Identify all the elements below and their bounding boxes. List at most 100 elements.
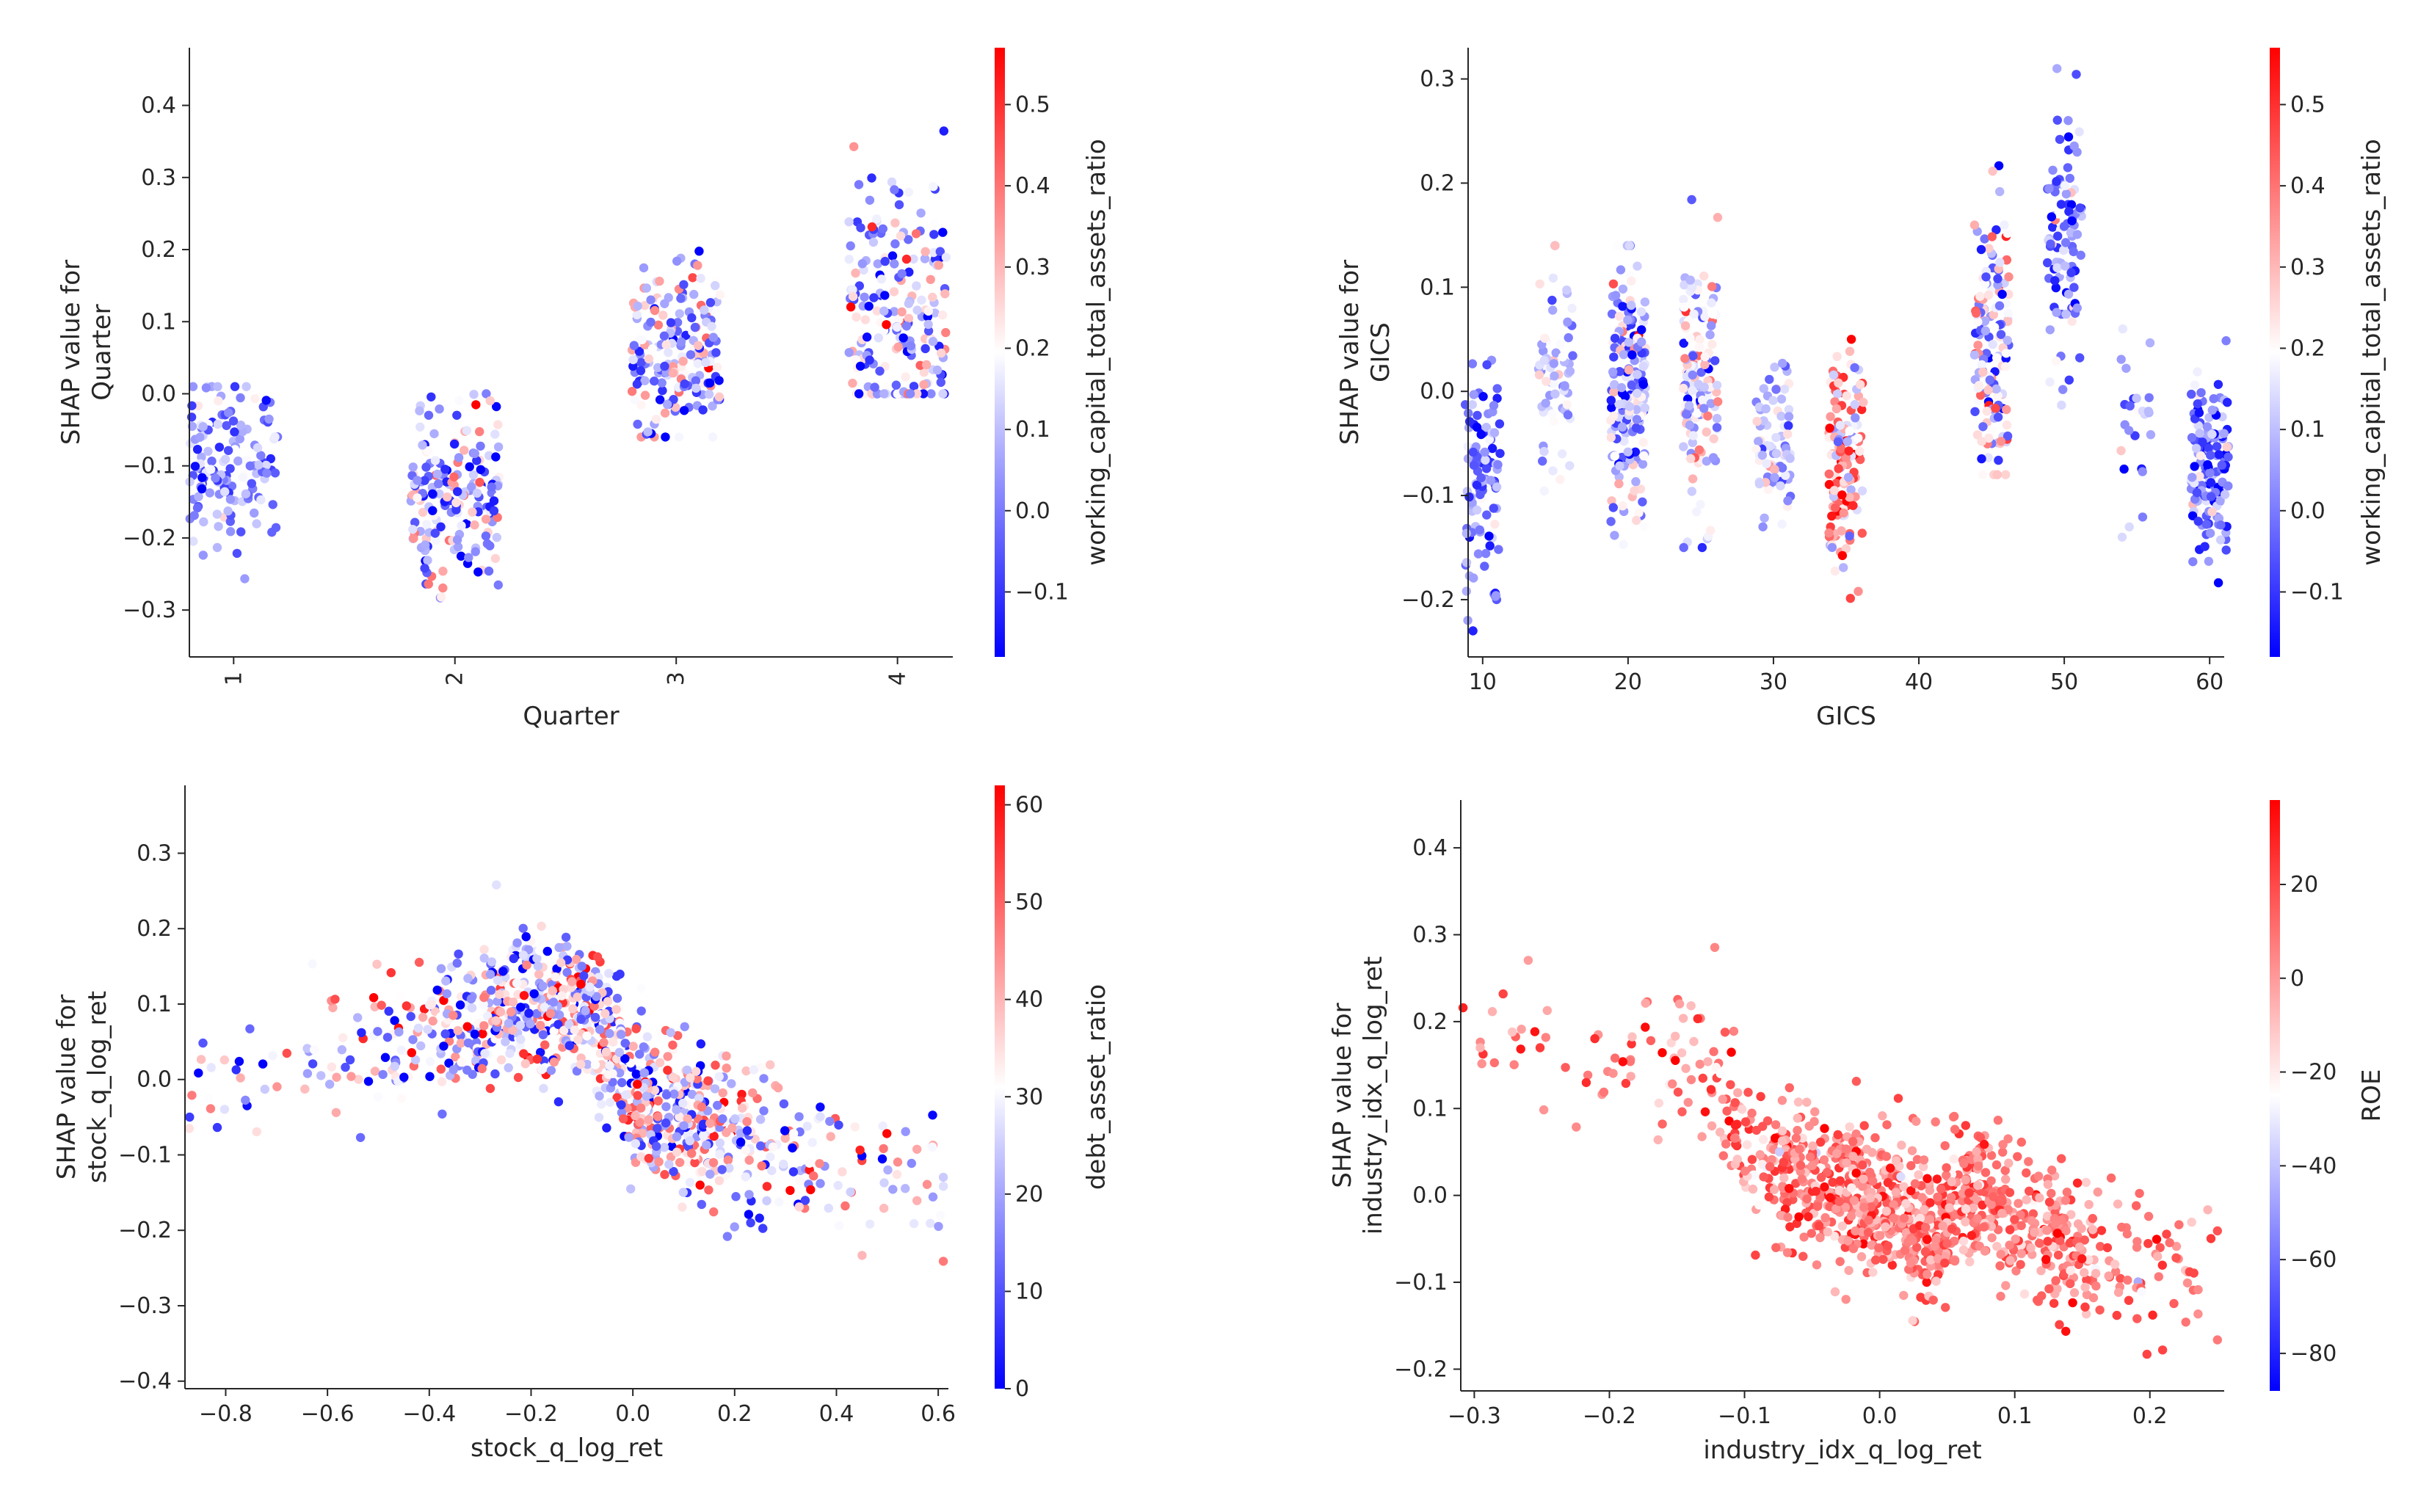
data-point xyxy=(198,1038,208,1048)
data-point xyxy=(2204,412,2214,422)
data-point xyxy=(668,1072,678,1082)
data-point xyxy=(658,310,668,320)
colorbar-label: ROE xyxy=(2357,1069,2386,1122)
data-point xyxy=(384,1006,393,1016)
data-point xyxy=(611,971,622,981)
data-point xyxy=(1933,1192,1942,1202)
data-point xyxy=(212,1122,222,1133)
data-point xyxy=(1702,457,1712,466)
data-point xyxy=(1830,397,1840,407)
data-point xyxy=(806,1185,816,1195)
data-point xyxy=(876,275,887,284)
data-point xyxy=(1868,1268,1878,1277)
data-point xyxy=(650,377,659,386)
data-point xyxy=(1824,528,1834,538)
data-point xyxy=(1625,1057,1635,1066)
data-point xyxy=(699,1130,708,1141)
data-point xyxy=(570,1025,579,1035)
data-point xyxy=(653,363,663,372)
data-point xyxy=(879,1178,889,1188)
data-point xyxy=(487,957,497,967)
data-point xyxy=(636,1152,646,1162)
data-point xyxy=(1967,1231,1977,1240)
colorbar-tick-label: 0.1 xyxy=(1015,417,1050,443)
data-point xyxy=(639,1042,648,1052)
data-point xyxy=(456,551,466,561)
data-point xyxy=(1899,1213,1909,1223)
data-point xyxy=(564,1019,574,1029)
data-point xyxy=(850,1122,860,1132)
data-point xyxy=(1507,1027,1517,1037)
data-point xyxy=(713,1100,722,1111)
data-point xyxy=(582,1031,592,1041)
data-point xyxy=(2025,1186,2034,1196)
data-point xyxy=(2043,1180,2053,1190)
data-point xyxy=(901,1184,910,1193)
data-point xyxy=(455,1000,465,1010)
x-tick-label: 0.0 xyxy=(615,1401,650,1427)
data-point xyxy=(1462,528,1472,538)
data-point xyxy=(2063,289,2074,299)
data-point xyxy=(1542,1006,1552,1016)
data-point xyxy=(1972,1146,1981,1157)
data-point xyxy=(2116,1273,2125,1284)
data-point xyxy=(1771,1120,1781,1130)
data-point xyxy=(220,487,230,497)
data-point xyxy=(633,301,642,311)
data-point xyxy=(1627,300,1636,310)
data-point xyxy=(1694,445,1704,455)
data-point xyxy=(1889,1200,1898,1210)
data-point xyxy=(2187,1217,2196,1227)
data-point xyxy=(1762,459,1771,468)
data-point xyxy=(642,1032,653,1042)
data-point xyxy=(892,322,902,332)
data-point xyxy=(687,1089,697,1100)
data-point xyxy=(1844,1265,1853,1276)
data-point xyxy=(1481,423,1492,432)
data-point xyxy=(1476,429,1486,440)
data-point xyxy=(695,1180,705,1190)
data-point xyxy=(484,566,494,576)
data-point xyxy=(2065,1238,2075,1248)
data-point xyxy=(2051,1276,2061,1285)
data-point xyxy=(2130,431,2140,440)
data-point xyxy=(413,476,422,485)
data-point xyxy=(646,317,656,327)
data-point xyxy=(1624,365,1634,375)
data-point xyxy=(1560,381,1569,390)
data-point xyxy=(572,1066,582,1076)
data-point xyxy=(2143,1239,2153,1249)
data-point xyxy=(1942,1163,1951,1173)
data-point xyxy=(1835,1257,1845,1267)
data-point xyxy=(420,564,429,573)
data-point xyxy=(1638,497,1647,506)
data-point xyxy=(1495,419,1505,429)
data-point xyxy=(1949,1154,1958,1164)
data-point xyxy=(690,1157,700,1168)
data-point xyxy=(198,550,208,560)
data-point xyxy=(1977,437,1986,446)
data-point xyxy=(879,1144,888,1154)
data-point xyxy=(426,1000,436,1009)
data-point xyxy=(373,1027,382,1036)
data-point xyxy=(686,350,696,360)
data-point xyxy=(449,472,459,481)
data-point xyxy=(1558,449,1567,459)
y-tick-label: 0.3 xyxy=(1412,922,1448,948)
data-point xyxy=(472,456,482,465)
data-point xyxy=(938,1172,948,1182)
data-point xyxy=(640,301,650,310)
data-point xyxy=(2057,1154,2066,1163)
x-tick-label: 20 xyxy=(1614,669,1642,695)
scatter-points xyxy=(185,126,951,603)
data-point xyxy=(666,1028,675,1038)
data-point xyxy=(423,556,432,565)
data-point xyxy=(680,379,689,389)
data-point xyxy=(1610,1053,1620,1063)
data-point xyxy=(539,1083,548,1094)
data-point xyxy=(1477,1059,1486,1069)
data-point xyxy=(1843,473,1853,482)
data-point xyxy=(576,979,586,989)
data-point xyxy=(206,1063,216,1072)
data-point xyxy=(704,1185,714,1195)
